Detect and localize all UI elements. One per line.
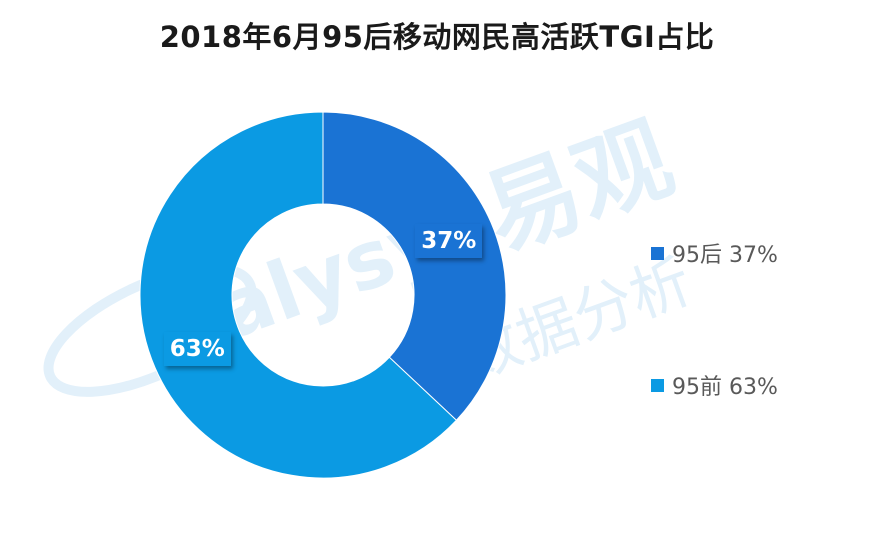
legend-label-1: 95前 63% [672,375,778,400]
legend-swatch-0 [651,246,664,260]
donut-slice-0 [322,111,507,421]
data-label-1: 63% [163,332,231,367]
legend-item-1: 95前 63% [651,365,778,405]
legend-swatch-1 [651,378,664,392]
legend-label-0: 95后 37% [672,243,778,268]
data-label-0: 37% [415,223,483,258]
donut-slice-1 [139,111,458,479]
legend: 95后 37% 95前 63% [651,233,778,497]
legend-item-0: 95后 37% [651,233,778,273]
chart-title: 2018年6月95后移动网民高活跃TGI占比 [159,20,715,54]
